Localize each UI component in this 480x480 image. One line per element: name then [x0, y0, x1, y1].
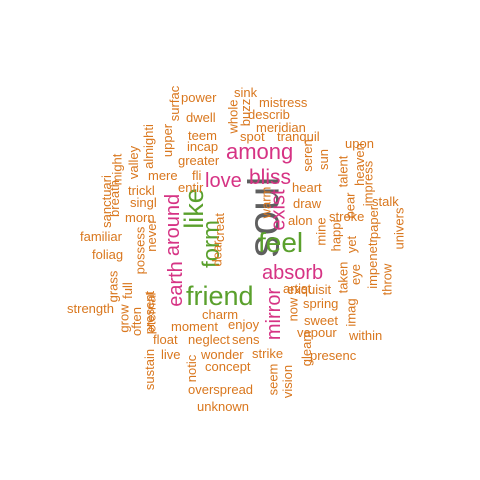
word-among: among: [226, 139, 294, 164]
word-throw: throw: [379, 263, 395, 296]
word-taken: taken: [335, 261, 351, 294]
word-dear: dear: [209, 240, 225, 267]
word-float: float: [153, 332, 178, 347]
word-wonder: wonder: [201, 347, 244, 362]
word-upper: upper: [160, 123, 176, 158]
word-imag: imag: [343, 298, 359, 327]
word-moment: moment: [171, 319, 218, 334]
word-meridian: meridian: [256, 120, 306, 135]
word-overspread: overspread: [188, 382, 254, 397]
word-live: live: [161, 347, 181, 362]
word-possess: possess: [132, 226, 148, 275]
word-earth: earth: [164, 261, 187, 307]
word-sink: sink: [234, 85, 258, 100]
word-around: around: [162, 193, 185, 257]
word-sens: sens: [232, 332, 260, 347]
word-heart: heart: [292, 180, 322, 195]
word-warm: warm: [258, 186, 274, 219]
word-power: power: [181, 90, 217, 105]
word-seem: seem: [265, 363, 281, 396]
word-stalk: stalk: [372, 194, 399, 209]
word-mistress: mistress: [259, 95, 308, 110]
word-charm: charm: [202, 307, 239, 322]
word-concept: concept: [205, 359, 251, 374]
word-mine: mine: [313, 217, 329, 246]
word-present: present: [142, 290, 158, 335]
word-happi: happi: [328, 219, 344, 252]
word-vision: vision: [280, 364, 296, 399]
word-notic: notic: [184, 354, 200, 383]
word-breath: breath: [106, 180, 122, 217]
word-absorb: absorb: [262, 262, 324, 284]
word-entir: entir: [178, 180, 204, 195]
word-exquisit: exquisit: [287, 282, 332, 297]
word-seren: seren: [299, 139, 315, 172]
word-foliag: foliag: [92, 247, 124, 262]
word-artist: artist: [283, 281, 312, 296]
word-unknown: unknown: [197, 399, 250, 414]
word-love: love: [205, 170, 242, 192]
word-fli: fli: [192, 168, 202, 183]
word-valley: valley: [126, 145, 142, 180]
word-enjoy: enjoy: [228, 317, 260, 332]
word-surfac: surfac: [167, 85, 183, 122]
word-dwell: dwell: [186, 110, 216, 125]
word-now: now: [285, 297, 301, 322]
word-talent: talent: [335, 155, 351, 188]
word-friend: friend: [186, 281, 254, 311]
word-neglect: neglect: [188, 332, 230, 347]
word-spring: spring: [303, 296, 339, 311]
word-almighti: almighti: [140, 124, 156, 169]
word-grass: grass: [105, 270, 121, 303]
word-teem: teem: [188, 128, 217, 143]
word-familiar: familiar: [80, 229, 122, 244]
word-spot: spot: [240, 129, 265, 144]
word-eye: eye: [347, 264, 363, 285]
word-describ: describ: [248, 107, 290, 122]
word-tranquil: tranquil: [277, 129, 320, 144]
word-paper: paper: [366, 205, 382, 240]
word-mere: mere: [148, 168, 178, 183]
word-draw: draw: [293, 196, 322, 211]
word-creat: creat: [211, 213, 227, 242]
word-sustain: sustain: [142, 348, 158, 391]
word-stroke: stroke: [329, 209, 365, 224]
word-full: full: [119, 282, 135, 299]
word-sweet: sweet: [304, 313, 338, 328]
word-sun: sun: [315, 149, 331, 170]
word-singl: singl: [130, 195, 157, 210]
word-univers: univers: [391, 207, 407, 250]
word-trickl: trickl: [128, 183, 155, 198]
word-upon: upon: [345, 136, 374, 151]
word-strike: strike: [252, 346, 284, 361]
word-greater: greater: [178, 153, 220, 168]
word-morn: morn: [125, 210, 155, 225]
word-often: often: [128, 307, 144, 336]
word-vapour: vapour: [297, 325, 337, 340]
word-mirror: mirror: [263, 287, 286, 341]
word-presenc: presenc: [310, 348, 357, 363]
word-yet: yet: [344, 235, 360, 254]
word-impenetr: impenetr: [364, 238, 380, 289]
word-within: within: [349, 328, 383, 343]
word-incap: incap: [187, 139, 219, 154]
word-strength: strength: [67, 301, 114, 316]
word-alon: alon: [288, 213, 313, 228]
word-bliss: bliss: [249, 166, 292, 189]
word-feel: feel: [258, 227, 304, 258]
